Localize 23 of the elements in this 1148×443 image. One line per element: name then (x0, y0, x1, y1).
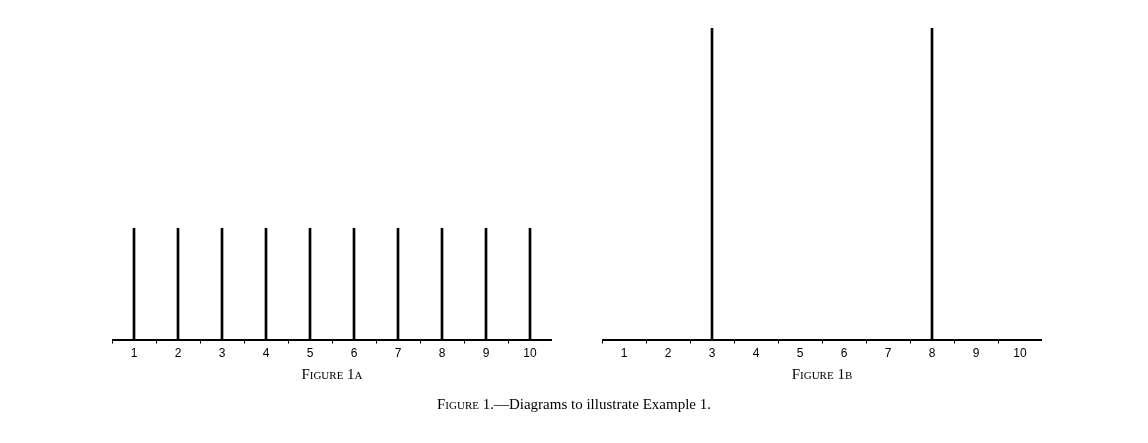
x-tick-label: 3 (218, 346, 226, 361)
x-axis-title: Figure 1b (790, 366, 854, 383)
x-tick-label: 1 (620, 346, 628, 361)
x-tick-label: 3 (708, 346, 716, 361)
x-tick-label: 1 (130, 346, 138, 361)
x-tick-label: 8 (438, 346, 446, 361)
x-tick-label: 7 (394, 346, 402, 361)
x-tick-label: 8 (928, 346, 936, 361)
x-tick-label: 2 (174, 346, 182, 361)
x-tick-label: 2 (664, 346, 672, 361)
x-tick-label: 6 (350, 346, 358, 361)
x-tick-label: 4 (752, 346, 760, 361)
x-tick-label: 7 (884, 346, 892, 361)
x-tick-label: 5 (306, 346, 314, 361)
x-axis-title: Figure 1a (300, 366, 364, 383)
x-tick-label: 10 (523, 346, 537, 361)
x-tick-label: 6 (840, 346, 848, 361)
x-tick-label: 10 (1013, 346, 1027, 361)
x-tick-label: 9 (972, 346, 980, 361)
x-tick-label: 9 (482, 346, 490, 361)
x-tick-label: 4 (262, 346, 270, 361)
x-tick-label: 5 (796, 346, 804, 361)
caption: Figure 1.—Diagrams to illustrate Example 1. (436, 396, 712, 413)
